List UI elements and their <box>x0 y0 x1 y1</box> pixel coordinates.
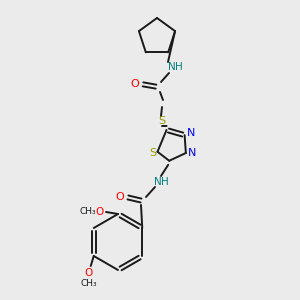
Text: O: O <box>116 192 124 202</box>
Text: N: N <box>168 62 176 72</box>
Text: O: O <box>130 79 140 89</box>
Text: CH₃: CH₃ <box>80 280 97 289</box>
Text: CH₃: CH₃ <box>80 208 96 217</box>
Text: N: N <box>188 148 196 158</box>
Text: O: O <box>85 268 93 278</box>
Text: N: N <box>154 177 162 187</box>
Text: S: S <box>158 116 166 126</box>
Text: H: H <box>161 177 169 187</box>
Text: N: N <box>186 128 195 138</box>
Text: S: S <box>149 148 156 158</box>
Text: H: H <box>175 62 183 72</box>
Text: O: O <box>96 207 104 217</box>
